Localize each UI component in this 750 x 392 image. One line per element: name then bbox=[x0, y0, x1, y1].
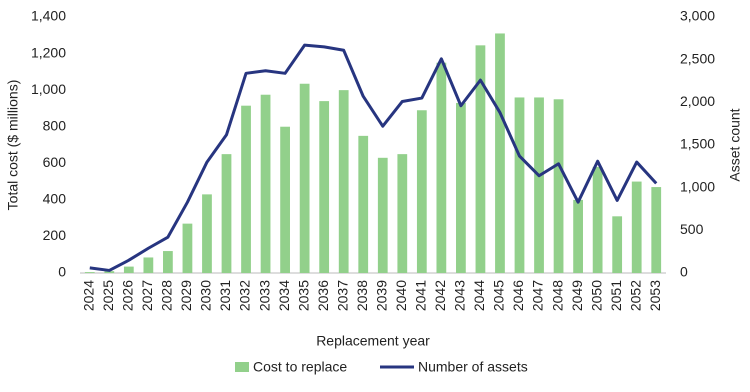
y-tick-label: 800 bbox=[43, 117, 67, 133]
x-tick-label: 2045 bbox=[491, 280, 507, 311]
x-tick-label: 2034 bbox=[276, 280, 292, 311]
y2-tick-label: 3,000 bbox=[680, 8, 715, 24]
x-tick-label: 2039 bbox=[373, 280, 389, 311]
x-tick-label: 2048 bbox=[549, 280, 565, 311]
x-tick-label: 2035 bbox=[295, 280, 311, 311]
x-tick-label: 2029 bbox=[178, 280, 194, 311]
bar bbox=[358, 135, 369, 273]
x-tick-label: 2047 bbox=[530, 280, 546, 311]
x-tick-label: 2051 bbox=[608, 280, 624, 311]
y2-tick-label: 1,000 bbox=[680, 178, 715, 194]
bar bbox=[377, 157, 388, 273]
bar bbox=[592, 166, 603, 273]
x-tick-label: 2050 bbox=[588, 280, 604, 311]
y-tick-label: 200 bbox=[43, 227, 67, 243]
bar bbox=[573, 199, 583, 273]
x-tick-label: 2033 bbox=[256, 280, 272, 311]
bar bbox=[436, 62, 447, 273]
x-tick-label: 2044 bbox=[471, 280, 487, 311]
x-tick-label: 2037 bbox=[334, 280, 350, 311]
y-tick-label: 400 bbox=[43, 191, 67, 207]
x-tick-label: 2053 bbox=[647, 280, 663, 311]
y-tick-label: 1,400 bbox=[31, 8, 66, 24]
bar bbox=[84, 272, 95, 273]
line bbox=[89, 43, 658, 272]
bar bbox=[104, 271, 115, 273]
legend-label: Cost to replace bbox=[253, 359, 347, 375]
bar bbox=[534, 97, 544, 273]
x-tick-label: 2046 bbox=[510, 280, 526, 311]
y2-axis-title: Asset count bbox=[727, 108, 743, 181]
legend-swatch bbox=[235, 362, 249, 372]
bar bbox=[397, 154, 408, 273]
y2-tick-label: 0 bbox=[680, 264, 688, 280]
bar bbox=[495, 33, 505, 274]
bar bbox=[651, 187, 662, 273]
legend-label: Number of assets bbox=[418, 359, 528, 375]
bar bbox=[612, 216, 623, 273]
x-tick-label: 2040 bbox=[393, 280, 409, 311]
y2-tick-label: 2,000 bbox=[680, 93, 715, 109]
bar bbox=[221, 154, 232, 273]
bar bbox=[338, 90, 349, 274]
x-tick-label: 2042 bbox=[432, 280, 448, 311]
x-tick-label: 2043 bbox=[452, 280, 468, 311]
y2-tick-label: 2,500 bbox=[680, 50, 715, 66]
bar bbox=[456, 102, 466, 273]
y2-tick-label: 1,500 bbox=[680, 136, 715, 152]
y-axis-title: Total cost ($ millions) bbox=[5, 80, 21, 211]
y-tick-label: 600 bbox=[43, 154, 67, 170]
x-tick-label: 2028 bbox=[159, 280, 175, 311]
bar bbox=[553, 99, 564, 274]
x-tick-label: 2038 bbox=[354, 280, 370, 311]
bar bbox=[260, 94, 271, 273]
bar bbox=[475, 45, 486, 273]
bar bbox=[163, 251, 173, 273]
x-tick-label: 2052 bbox=[627, 280, 643, 311]
x-tick-label: 2025 bbox=[100, 280, 116, 311]
x-tick-label: 2027 bbox=[139, 280, 155, 311]
x-tick-label: 2026 bbox=[120, 280, 136, 311]
x-axis-title: Replacement year bbox=[316, 333, 430, 349]
bar bbox=[182, 223, 193, 273]
x-tick-label: 2049 bbox=[569, 280, 585, 311]
bar bbox=[241, 105, 251, 273]
bar bbox=[631, 181, 642, 273]
bar bbox=[319, 101, 330, 273]
x-tick-label: 2041 bbox=[413, 280, 429, 311]
y2-tick-label: 500 bbox=[680, 221, 704, 237]
x-tick-label: 2031 bbox=[217, 280, 233, 311]
bar bbox=[143, 257, 154, 273]
x-tick-label: 2036 bbox=[315, 280, 331, 311]
y-tick-label: 1,200 bbox=[31, 44, 66, 60]
y-tick-label: 0 bbox=[58, 264, 66, 280]
x-tick-label: 2030 bbox=[198, 280, 214, 311]
x-tick-label: 2032 bbox=[237, 280, 253, 311]
x-tick-label: 2024 bbox=[80, 280, 96, 311]
bar bbox=[514, 97, 525, 273]
bar bbox=[123, 266, 134, 273]
y-tick-label: 1,000 bbox=[31, 81, 66, 97]
bar bbox=[202, 194, 212, 273]
bar bbox=[299, 83, 310, 273]
bar bbox=[280, 126, 290, 273]
bar bbox=[416, 110, 427, 273]
